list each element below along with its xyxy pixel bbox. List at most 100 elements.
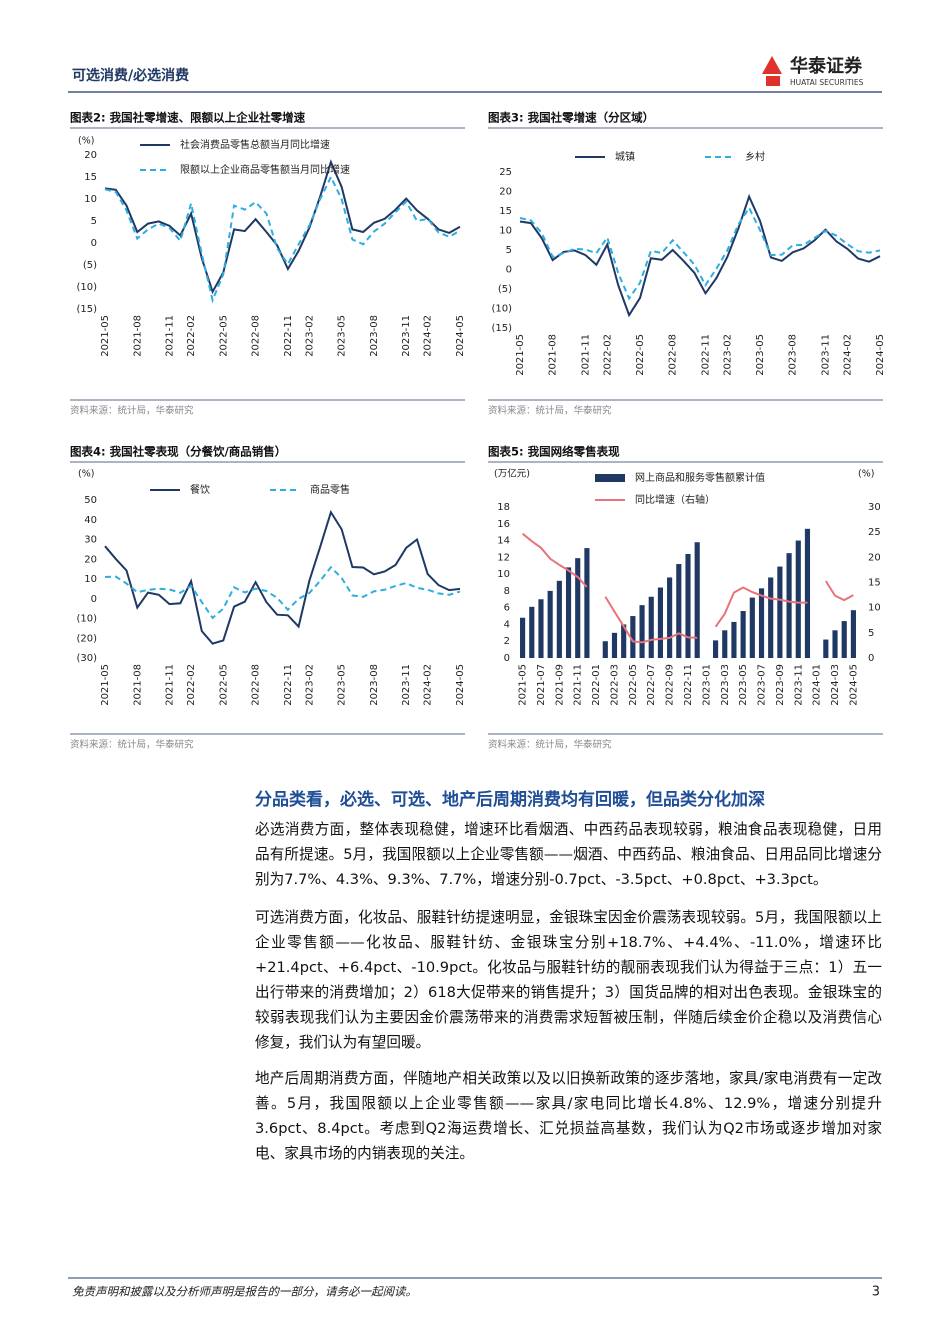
y-tick-label: (10) [491,304,512,315]
y-tick-label: 0 [504,653,510,664]
bar [768,577,774,658]
bar [722,630,728,658]
bar [657,587,664,658]
x-tick-label: 2023-05 [755,334,766,376]
y-tick-label: 5 [91,216,97,227]
paragraph: 可选消费方面，化妆品、服鞋针纺提速明显，金银珠宝因金价震荡表现较弱。5月，我国限… [255,909,882,1051]
y-tick-label: 10 [497,569,510,580]
logo-mark [762,56,782,86]
y-tick-label: 5 [868,628,874,639]
bar [639,605,645,658]
y-tick-label: (15) [76,304,97,315]
x-tick-label: 2022-11 [283,664,294,706]
chart-title: 图表5: 我国网络零售表现 [488,445,620,459]
x-tick-label: 2023-08 [369,315,380,357]
y-tick-label: 10 [499,226,512,237]
x-tick-label: 2021-05 [518,664,529,706]
bar [529,606,535,658]
x-tick-label: 2021-11 [165,664,176,706]
y-tick-label: 10 [84,194,97,205]
line-series [519,205,881,301]
x-tick-label: 2023-11 [401,315,412,357]
line-series [521,532,854,644]
bar [786,553,792,658]
line-series [519,193,881,318]
x-tick-label: 2023-02 [722,334,733,376]
bar [804,528,811,658]
bar [850,610,856,658]
bar [648,596,654,658]
bar [685,553,691,658]
y2-axis-label: (%) [858,469,874,480]
y-tick-label: 20 [84,554,97,565]
y-tick-label: (10) [76,614,97,625]
y-tick-label: 0 [91,238,97,249]
y-tick-label: (30) [76,653,97,664]
source: 资料来源：统计局，华泰研究 [488,405,612,417]
legend-label: 乡村 [745,150,765,163]
y-tick-label: 10 [868,603,881,614]
x-tick-label: 2021-05 [515,334,526,376]
page-number: 3 [872,1285,880,1300]
bar [538,599,544,658]
y-tick-label: 16 [497,519,510,530]
chart-title: 图表2: 我国社零增速、限额以上企业社零增速 [70,111,306,125]
bar [841,621,847,658]
x-tick-label: 2023-05 [738,664,749,706]
y-tick-label: 14 [497,536,510,547]
x-tick-label: 2021-11 [580,334,591,376]
x-tick-label: 2023-03 [720,664,731,706]
bar [758,588,765,658]
y-tick-label: (15) [491,323,512,334]
x-tick-label: 2024-05 [875,334,886,376]
section-heading: 分品类看，必选、可选、地产后周期消费均有回暖，但品类分化加深 [255,789,765,810]
line-series [104,159,461,295]
x-tick-label: 2023-02 [304,664,315,706]
y-tick-label: (5) [83,260,97,271]
bar [795,540,801,658]
legend-label: 商品零售 [310,483,350,496]
x-tick-label: 2022-05 [635,334,646,376]
x-tick-label: 2024-02 [423,315,434,357]
x-tick-label: 2022-11 [683,664,694,706]
legend-label: 网上商品和服务零售额累计值 [635,471,765,484]
legend-label: 社会消费品零售总额当月同比增速 [180,138,330,151]
y-axis-label: (%) [78,136,94,147]
disclaimer: 免责声明和披露以及分析师声明是报告的一部分，请务必一起阅读。 [72,1285,417,1299]
paragraph: 必选消费方面，整体表现稳健，增速环比看烟酒、中西药品表现较弱，粮油食品表现稳健，… [255,821,882,888]
bar [575,558,581,658]
x-tick-label: 2023-11 [793,664,804,706]
bar [694,542,700,658]
chart-title: 图表4: 我国社零表现（分餐饮/商品销售） [70,445,286,459]
x-tick-label: 2023-11 [820,334,831,376]
y-tick-label: 30 [84,535,97,546]
x-tick-label: 2024-05 [848,664,859,706]
x-tick-label: 2022-08 [251,315,262,357]
x-tick-label: 2021-05 [100,664,111,706]
brand: 华泰证券 [790,55,863,77]
bar [565,567,572,658]
bar [556,580,562,658]
bar [740,611,746,658]
legend-label: 限额以上企业商品零售额当月同比增速 [180,163,350,176]
x-tick-label: 2022-11 [283,315,294,357]
y-tick-label: 0 [91,594,97,605]
bar [823,639,829,658]
x-tick-label: 2022-07 [646,664,657,706]
y-tick-label: 4 [504,619,510,630]
y-tick-label: 20 [499,187,512,198]
y-tick-label: 6 [504,603,510,614]
x-tick-label: 2022-01 [591,664,602,706]
x-tick-label: 2022-08 [668,334,679,376]
bar [832,630,838,658]
legend-swatch [595,474,625,482]
bar [547,590,553,658]
bar [731,621,737,658]
x-tick-label: 2024-02 [842,334,853,376]
line-series [104,509,461,645]
y-tick-label: 10 [84,574,97,585]
y-tick-label: 25 [499,167,512,178]
y-tick-label: 50 [84,495,97,506]
x-tick-label: 2024-02 [423,664,434,706]
x-tick-label: 2023-05 [337,315,348,357]
